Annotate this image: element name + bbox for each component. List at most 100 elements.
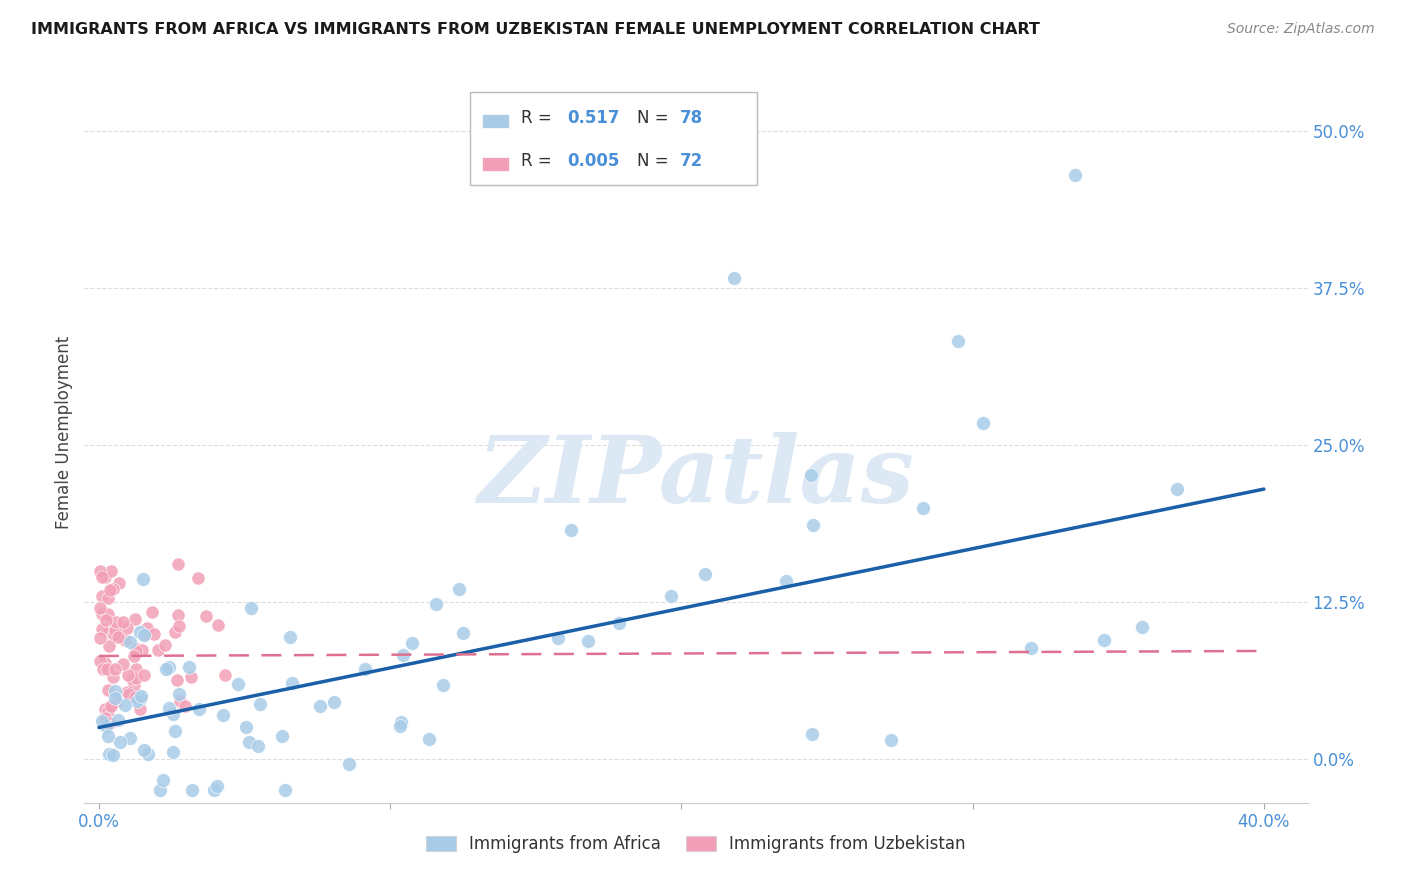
Point <box>122 678 145 692</box>
Point <box>181 783 204 797</box>
Point <box>560 524 582 538</box>
Text: N =: N = <box>637 152 673 169</box>
Point <box>547 631 569 645</box>
Point <box>1063 169 1085 183</box>
Point <box>91 607 114 622</box>
Point <box>112 615 135 629</box>
Point <box>153 638 176 652</box>
Point <box>100 564 122 578</box>
Point <box>418 732 440 747</box>
Point <box>723 271 745 285</box>
Point <box>1019 641 1042 656</box>
Point <box>392 648 415 663</box>
FancyBboxPatch shape <box>470 92 758 185</box>
Point <box>128 691 150 706</box>
Point <box>659 589 682 603</box>
Point <box>104 623 127 637</box>
Point <box>117 668 139 682</box>
Point <box>188 702 211 716</box>
Point <box>124 690 146 704</box>
Point <box>155 662 177 676</box>
Point <box>97 625 120 640</box>
Point <box>401 636 423 650</box>
Point <box>165 625 187 640</box>
Point <box>118 687 141 701</box>
Point <box>124 671 146 685</box>
Point <box>108 576 131 591</box>
Point <box>90 589 112 603</box>
Point <box>111 657 134 671</box>
Point <box>104 684 127 698</box>
Point <box>432 678 454 692</box>
Point <box>107 630 129 644</box>
Point <box>125 643 148 657</box>
Point <box>247 739 270 754</box>
Point <box>89 631 111 645</box>
Legend: Immigrants from Africa, Immigrants from Uzbekistan: Immigrants from Africa, Immigrants from … <box>418 826 974 861</box>
FancyBboxPatch shape <box>482 157 509 170</box>
Point <box>91 570 114 584</box>
Point <box>93 701 115 715</box>
Point <box>1130 620 1153 634</box>
Point <box>946 334 969 348</box>
Point <box>157 659 180 673</box>
Text: R =: R = <box>522 109 557 127</box>
Point <box>775 574 797 589</box>
Point <box>93 570 115 584</box>
Point <box>134 627 156 641</box>
Point <box>235 720 257 734</box>
Point <box>129 689 152 703</box>
Text: 0.517: 0.517 <box>568 109 620 127</box>
Point <box>141 605 163 619</box>
Point <box>97 639 120 653</box>
Point <box>166 673 188 687</box>
Point <box>101 747 124 762</box>
Point <box>972 416 994 430</box>
Point <box>129 702 152 716</box>
Point <box>207 618 229 632</box>
Point <box>323 694 346 708</box>
Point <box>91 623 114 637</box>
Point <box>105 615 128 630</box>
Point <box>212 707 235 722</box>
Point <box>135 621 157 635</box>
Point <box>800 468 823 483</box>
Point <box>129 625 152 640</box>
Point <box>205 779 228 793</box>
Point <box>239 601 262 615</box>
Point <box>97 704 120 718</box>
Point <box>174 698 197 713</box>
Text: 78: 78 <box>681 109 703 127</box>
Point <box>278 630 301 644</box>
Point <box>114 698 136 713</box>
Point <box>101 670 124 684</box>
Point <box>94 657 117 671</box>
Point <box>912 500 935 515</box>
Point <box>97 683 120 698</box>
Point <box>226 677 249 691</box>
Point <box>98 716 121 731</box>
FancyBboxPatch shape <box>482 114 509 128</box>
Point <box>132 668 155 682</box>
Point <box>238 735 260 749</box>
Point <box>162 707 184 722</box>
Point <box>100 699 122 714</box>
Point <box>103 627 125 641</box>
Point <box>425 597 447 611</box>
Text: N =: N = <box>637 109 673 127</box>
Point <box>169 693 191 707</box>
Point <box>134 628 156 642</box>
Point <box>186 571 208 585</box>
Point <box>115 621 138 635</box>
Point <box>103 582 125 597</box>
Point <box>167 608 190 623</box>
Point <box>149 783 172 797</box>
Point <box>143 627 166 641</box>
Text: IMMIGRANTS FROM AFRICA VS IMMIGRANTS FROM UZBEKISTAN FEMALE UNEMPLOYMENT CORRELA: IMMIGRANTS FROM AFRICA VS IMMIGRANTS FRO… <box>31 22 1040 37</box>
Point <box>105 695 128 709</box>
Point <box>131 643 153 657</box>
Point <box>576 633 599 648</box>
Point <box>354 662 377 676</box>
Point <box>249 697 271 711</box>
Point <box>162 745 184 759</box>
